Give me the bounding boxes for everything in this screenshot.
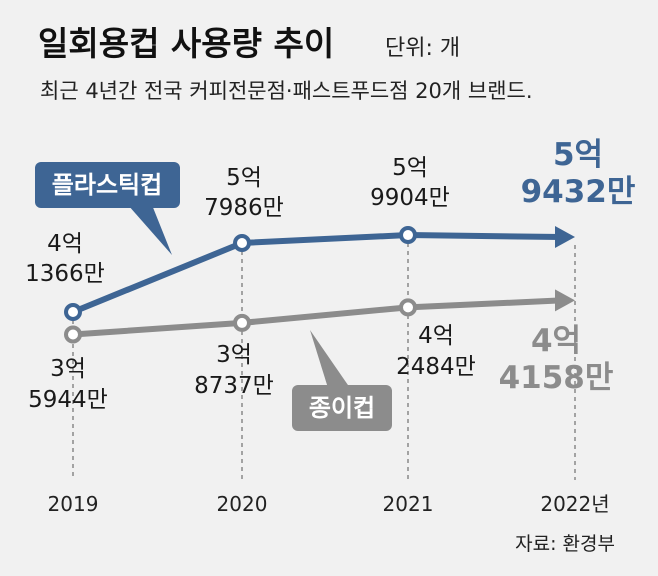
series-line-1 xyxy=(70,297,564,338)
data-point-1-2 xyxy=(399,298,417,317)
value-label-0-1-1: 7986만 xyxy=(204,195,284,221)
value-label-1-1-0: 3억 xyxy=(216,342,252,368)
data-point-1-1 xyxy=(233,313,251,332)
unit-label: 단위: 개 xyxy=(385,36,460,61)
x-tick-label-0: 2019 xyxy=(48,492,99,516)
paper-callout-pointer xyxy=(310,330,350,388)
data-point-0-2 xyxy=(399,226,417,245)
value-label-0-2-1: 9904만 xyxy=(370,185,450,211)
paper-legend-label: 종이컵 xyxy=(309,394,375,422)
series-lines xyxy=(64,225,575,344)
value-label-1-2-0: 4억 xyxy=(418,323,454,349)
x-tick-label-1: 2020 xyxy=(217,492,268,516)
value-label-1-1-1: 8737만 xyxy=(194,373,274,399)
chart-subtitle: 최근 4년간 전국 커피전문점·패스트푸드점 20개 브랜드. xyxy=(40,79,533,103)
plastic-callout-box xyxy=(35,162,180,208)
series-arrowhead-0 xyxy=(555,225,575,248)
vertical-guides xyxy=(72,243,576,480)
x-axis-ticks: 2019 2020 2021 2022년 xyxy=(48,492,610,516)
value-label-0-3-0: 5억 xyxy=(553,137,603,173)
paper-callout-box xyxy=(292,385,392,431)
plastic-callout-pointer xyxy=(128,195,172,255)
value-label-1-0-1: 5944만 xyxy=(28,387,108,413)
data-point-0-1 xyxy=(233,234,251,252)
plastic-legend-label: 플라스틱컵 xyxy=(52,171,162,199)
value-labels: 4억1366만5억7986만5억9904만5억9432만3억5944만3억873… xyxy=(25,137,635,413)
value-label-0-0-0: 4억 xyxy=(47,231,83,257)
value-label-1-3-0: 4억 xyxy=(531,323,581,359)
data-point-1-0 xyxy=(64,325,82,344)
value-label-0-3-1: 9432만 xyxy=(521,174,636,210)
series-line-0 xyxy=(70,232,564,315)
paper-legend-callout: 종이컵 xyxy=(292,330,392,431)
value-label-1-2-1: 2484만 xyxy=(396,354,476,380)
value-label-1-3-1: 4158만 xyxy=(499,360,614,396)
value-label-0-0-1: 1366만 xyxy=(25,261,105,287)
chart-title: 일회용컵 사용량 추이 xyxy=(38,24,334,63)
source-note: 자료: 환경부 xyxy=(515,533,615,555)
value-label-0-1-0: 5억 xyxy=(226,165,262,191)
x-tick-label-2: 2021 xyxy=(383,492,434,516)
x-tick-label-3: 2022년 xyxy=(540,492,609,516)
series-arrowhead-1 xyxy=(555,289,575,312)
data-point-0-0 xyxy=(64,303,82,321)
plastic-legend-callout: 플라스틱컵 xyxy=(35,162,180,255)
value-label-0-2-0: 5억 xyxy=(392,155,428,181)
value-label-1-0-0: 3억 xyxy=(50,356,86,382)
